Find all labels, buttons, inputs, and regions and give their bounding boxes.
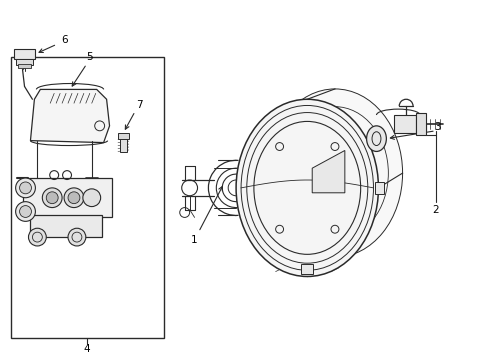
Circle shape: [46, 192, 58, 204]
Text: 4: 4: [83, 345, 90, 354]
Circle shape: [20, 182, 31, 194]
Text: 7: 7: [136, 100, 142, 110]
Ellipse shape: [267, 89, 402, 257]
Polygon shape: [30, 89, 109, 143]
Circle shape: [20, 206, 31, 217]
Bar: [415, 113, 425, 135]
Bar: [22, 178, 111, 217]
Circle shape: [64, 188, 83, 208]
Circle shape: [68, 228, 86, 246]
Text: 1: 1: [191, 235, 198, 245]
Bar: [301, 264, 313, 274]
Circle shape: [16, 202, 35, 221]
Bar: [16, 59, 33, 65]
Circle shape: [82, 189, 101, 207]
Bar: [30, 215, 102, 237]
Text: 6: 6: [61, 35, 67, 45]
Text: 3: 3: [433, 122, 440, 132]
Bar: [14, 49, 35, 59]
Bar: [18, 64, 31, 68]
Bar: [393, 115, 415, 133]
Bar: [118, 133, 128, 139]
Circle shape: [42, 188, 62, 208]
Polygon shape: [311, 150, 344, 193]
Circle shape: [16, 178, 35, 198]
Ellipse shape: [236, 99, 378, 276]
Bar: [11, 57, 163, 338]
Text: 5: 5: [86, 52, 93, 62]
Ellipse shape: [366, 126, 386, 152]
Bar: [120, 139, 126, 152]
Text: 2: 2: [431, 204, 438, 215]
Bar: [374, 182, 384, 194]
Circle shape: [68, 192, 80, 204]
Circle shape: [28, 228, 46, 246]
